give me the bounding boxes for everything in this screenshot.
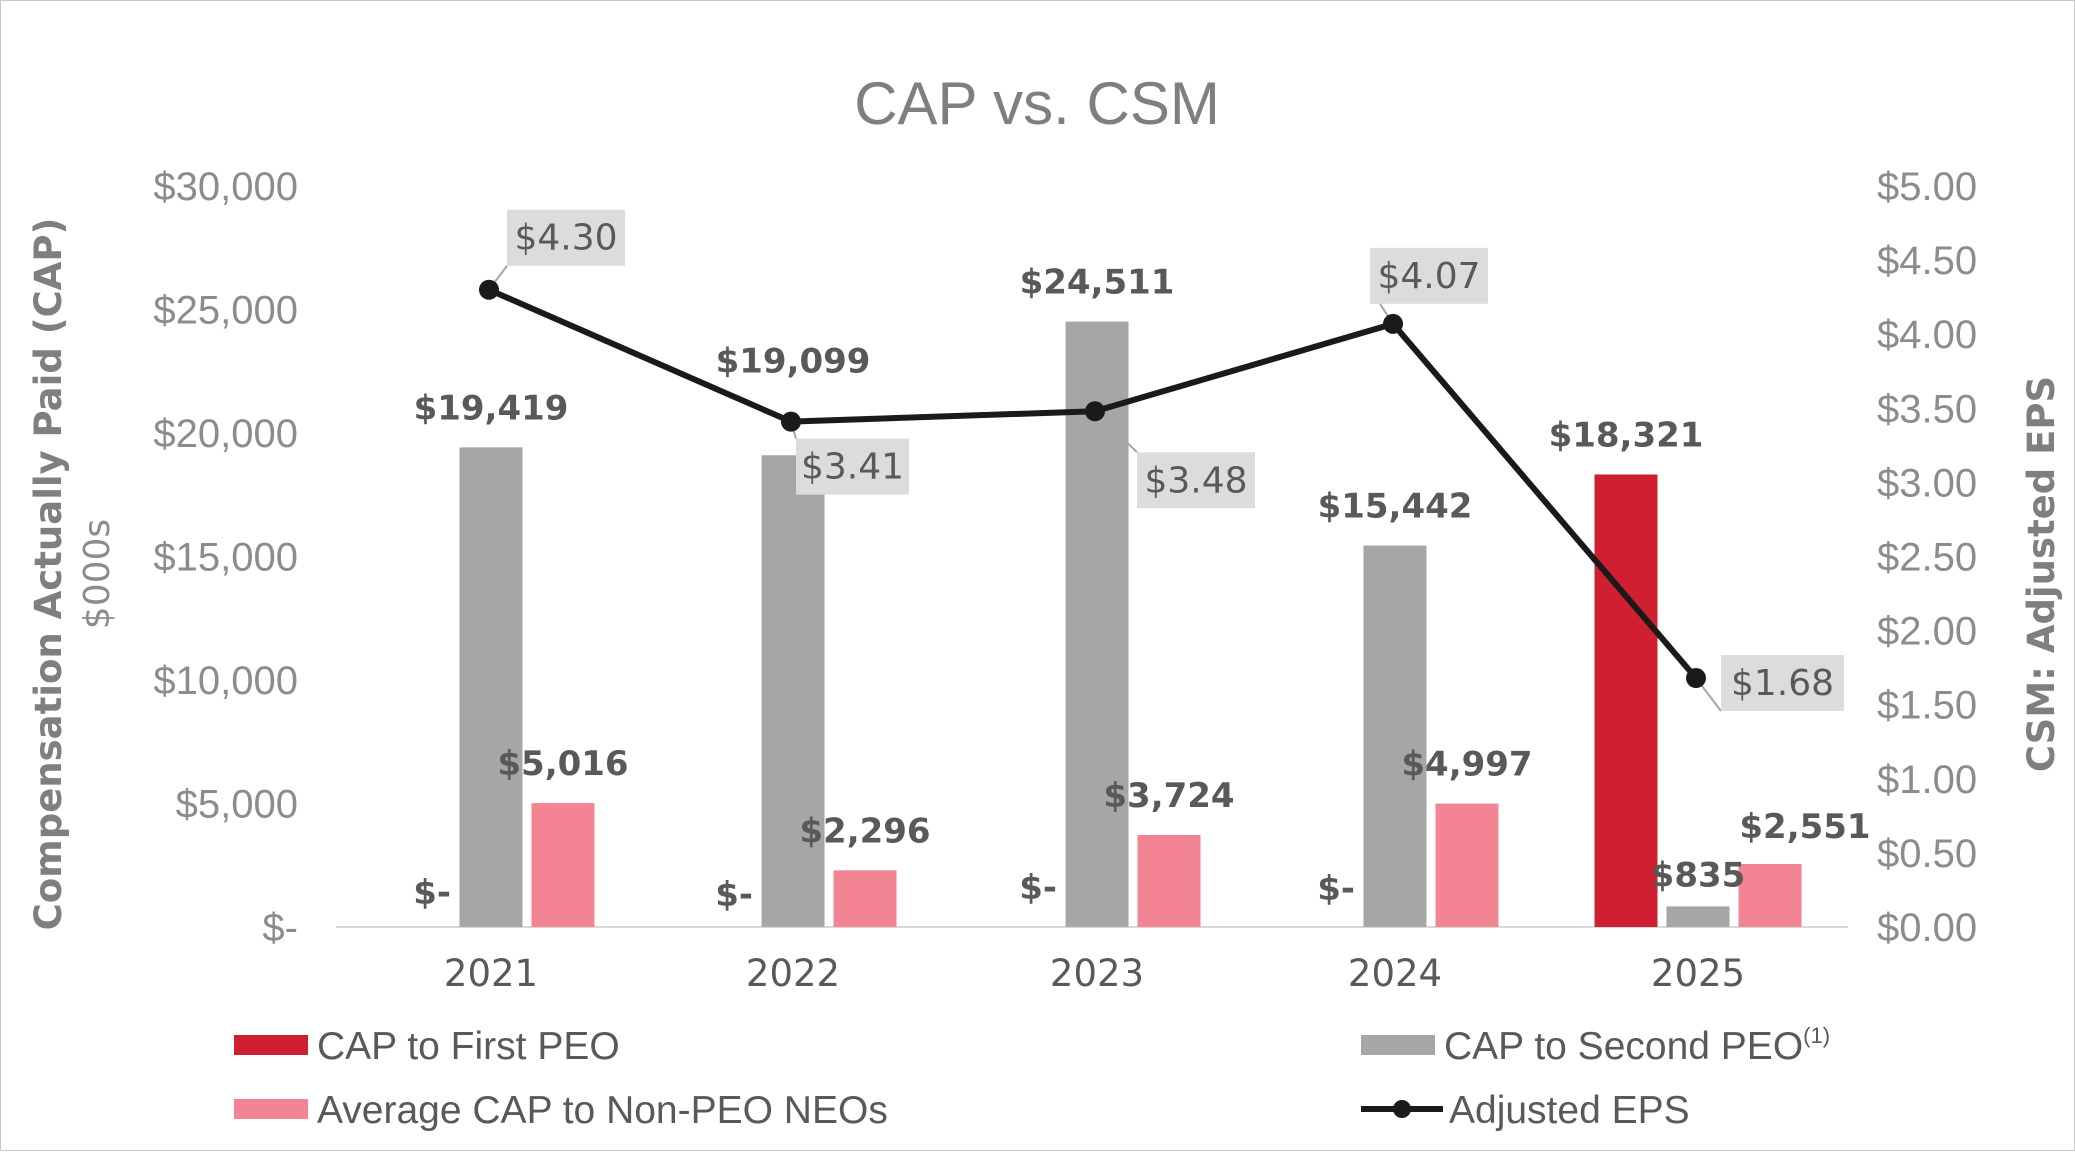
data-label-eps: $3.41 xyxy=(801,447,904,488)
x-tick-label: 2023 xyxy=(1050,952,1144,995)
legend: CAP to First PEO CAP to Second PEO(1) Aver… xyxy=(234,1023,1830,1132)
y2-tick-label: $2.00 xyxy=(1877,610,1977,654)
data-label-second_peo: $835 xyxy=(1651,855,1746,895)
y-tick-label: $30,000 xyxy=(153,165,298,209)
data-label-first_peo: $- xyxy=(1317,869,1355,909)
x-axis-ticks: 2021 2022 2023 2024 2025 xyxy=(444,952,1745,995)
y2-tick-label: $3.00 xyxy=(1877,461,1977,505)
data-label-non_peo: $5,016 xyxy=(497,744,628,784)
bars xyxy=(459,321,1802,927)
y2-tick-label: $4.50 xyxy=(1877,239,1977,283)
bar-second_peo-2024 xyxy=(1363,545,1427,927)
data-label-eps: $3.48 xyxy=(1144,460,1247,501)
chart-title: CAP vs. CSM xyxy=(854,70,1220,137)
data-label-eps: $4.07 xyxy=(1377,256,1480,297)
y2-tick-label: $0.00 xyxy=(1877,906,1977,950)
data-label-second_peo: $19,419 xyxy=(414,388,569,428)
eps-point-2021 xyxy=(479,279,499,300)
y-axis-subtitle: $000s xyxy=(77,519,118,629)
y-axis-ticks: $- $5,000 $10,000 $15,000 $20,000 $25,000 $30,… xyxy=(153,165,298,950)
legend-superscript: (1) xyxy=(1803,1023,1830,1048)
x-tick-label: 2025 xyxy=(1651,952,1745,995)
y2-tick-label: $2.50 xyxy=(1877,536,1977,580)
bar-second_peo-2025 xyxy=(1666,906,1730,927)
y2-tick-label: $0.50 xyxy=(1877,832,1977,876)
y2-tick-label: $3.50 xyxy=(1877,387,1977,431)
bar-second_peo-2022 xyxy=(761,455,825,927)
legend-marker-eps xyxy=(1393,1100,1411,1118)
data-label-first_peo: $- xyxy=(1019,868,1057,908)
data-label-non_peo: $3,724 xyxy=(1103,776,1234,816)
x-tick-label: 2021 xyxy=(444,952,538,995)
data-label-second_peo: $19,099 xyxy=(716,341,871,381)
legend-swatch-non_peo xyxy=(234,1099,308,1119)
legend-label-eps: Adjusted EPS xyxy=(1449,1089,1690,1132)
bar-non_peo-2023 xyxy=(1137,835,1201,927)
eps-point-2024 xyxy=(1383,313,1403,334)
legend-swatch-first_peo xyxy=(234,1035,308,1055)
data-label-second_peo: $15,442 xyxy=(1318,487,1473,527)
eps-callout-box xyxy=(796,438,909,495)
y2-axis-ticks: $0.00 $0.50 $1.00 $1.50 $2.00 $2.50 $3.00 $3.50… xyxy=(1877,165,1977,950)
bar-labels: $- $- $- $- $18,321 $19,419 $19,099 $24,511 $15,… xyxy=(413,263,1870,915)
y2-tick-label: $4.00 xyxy=(1877,313,1977,357)
data-label-non_peo: $2,551 xyxy=(1739,807,1870,847)
data-label-second_peo: $24,511 xyxy=(1020,263,1175,303)
eps-point-2023 xyxy=(1085,401,1105,422)
eps-callout-box xyxy=(507,209,625,266)
legend-label-non_peo: Average CAP to Non-PEO NEOs xyxy=(317,1089,888,1132)
bar-second_peo-2023 xyxy=(1065,321,1129,927)
bar-non_peo-2025 xyxy=(1738,863,1802,927)
eps-callout-box xyxy=(1137,452,1255,509)
y-tick-label: $- xyxy=(262,906,298,950)
data-label-first_peo: $18,321 xyxy=(1549,415,1704,455)
eps-line: $4.30 $3.41 $3.48 $4.07 $1.68 xyxy=(479,209,1844,712)
bar-non_peo-2021 xyxy=(531,803,595,927)
y-tick-label: $25,000 xyxy=(153,289,298,333)
legend-swatch-second_peo xyxy=(1361,1035,1435,1055)
y-tick-label: $20,000 xyxy=(153,412,298,456)
y2-tick-label: $5.00 xyxy=(1877,165,1977,209)
data-label-non_peo: $4,997 xyxy=(1401,745,1532,785)
x-tick-label: 2022 xyxy=(746,952,840,995)
x-tick-label: 2024 xyxy=(1348,952,1442,995)
y-tick-label: $15,000 xyxy=(153,536,298,580)
data-label-eps: $1.68 xyxy=(1731,663,1834,704)
legend-label-second_peo: CAP to Second PEO(1) xyxy=(1444,1023,1830,1068)
y-axis-title: Compensation Actually Paid (CAP) xyxy=(27,218,70,931)
eps-callout-box xyxy=(1370,247,1488,304)
data-label-eps: $4.30 xyxy=(514,218,617,259)
y-tick-label: $5,000 xyxy=(176,783,298,827)
bar-second_peo-2021 xyxy=(459,447,523,927)
data-label-first_peo: $- xyxy=(715,875,753,915)
bar-non_peo-2024 xyxy=(1435,803,1499,927)
y2-tick-label: $1.50 xyxy=(1877,684,1977,728)
legend-label-first_peo: CAP to First PEO xyxy=(317,1025,620,1068)
eps-point-2022 xyxy=(781,411,801,432)
bar-non_peo-2022 xyxy=(833,870,897,927)
bar-first_peo-2025 xyxy=(1594,474,1658,927)
y2-axis-title: CSM: Adjusted EPS xyxy=(2020,376,2063,772)
data-label-first_peo: $- xyxy=(413,873,451,913)
data-label-non_peo: $2,296 xyxy=(799,811,930,851)
y-tick-label: $10,000 xyxy=(153,659,298,703)
eps-callout-box xyxy=(1721,655,1844,712)
y2-tick-label: $1.00 xyxy=(1877,758,1977,802)
eps-point-2025 xyxy=(1686,668,1706,689)
